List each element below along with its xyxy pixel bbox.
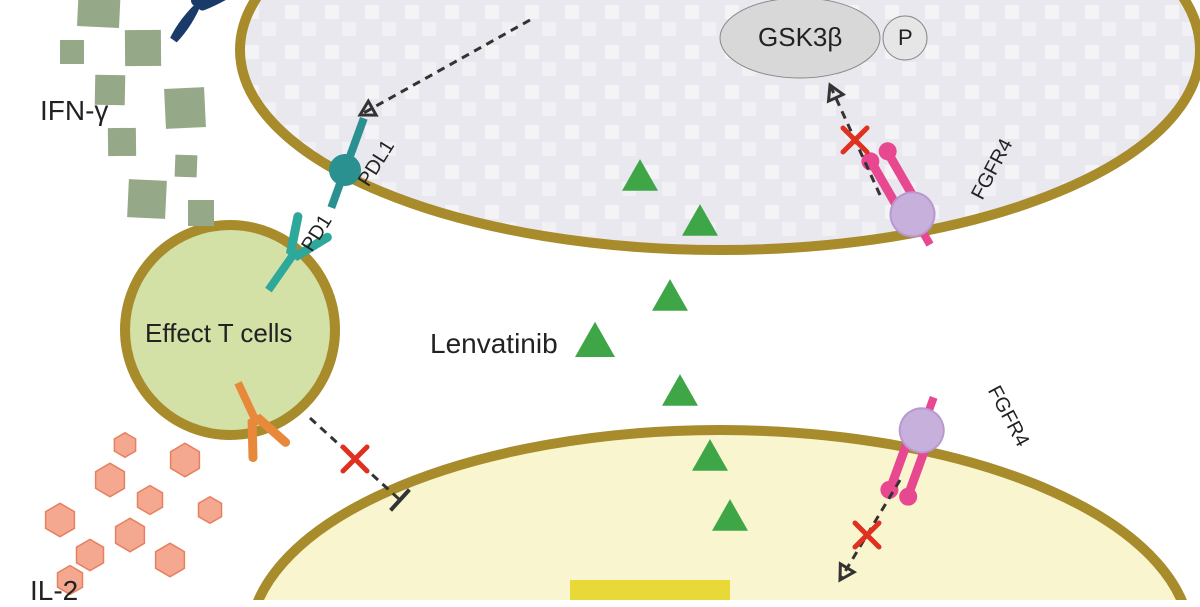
p-marker-label: P <box>898 25 913 51</box>
lenvatinib-label: Lenvatinib <box>430 328 558 360</box>
diagram-canvas <box>0 0 1200 600</box>
ifn-receptor-icon <box>155 0 237 53</box>
effect-t-label: Effect T cells <box>145 318 292 349</box>
ifn-gamma-label: IFN-γ <box>40 95 108 127</box>
il2-label: IL-2 <box>30 575 78 607</box>
il2-hexagons <box>46 433 222 595</box>
gsk3b-label: GSK3β <box>758 22 842 53</box>
lower-cell <box>250 430 1190 600</box>
stat-highlight <box>570 580 730 600</box>
